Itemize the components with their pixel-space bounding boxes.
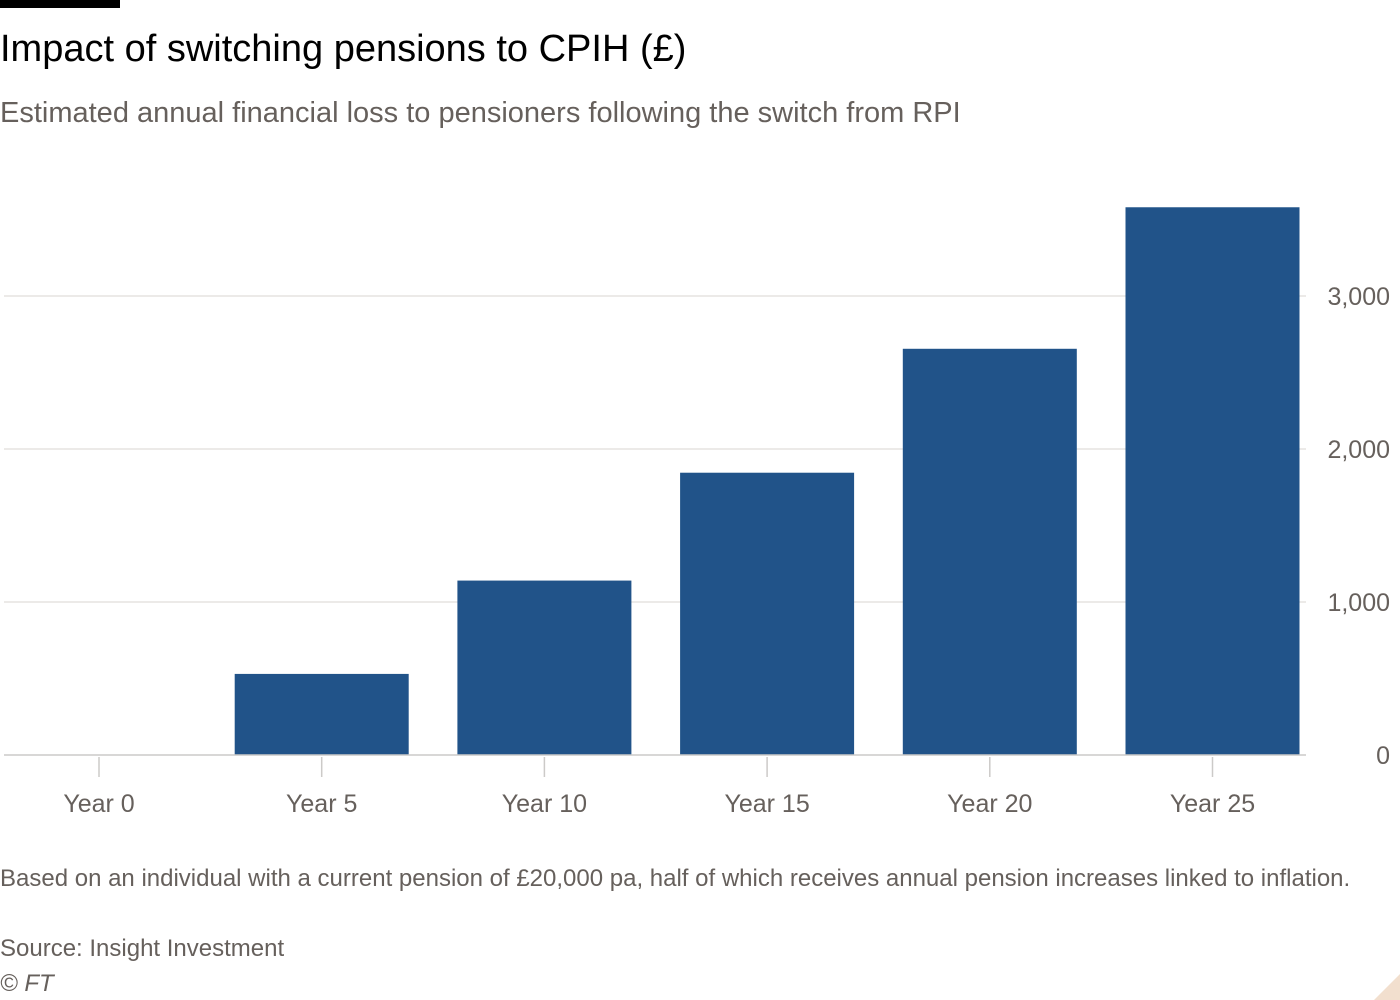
- y-tick-label: 1,000: [1327, 589, 1390, 617]
- source-note: Source: Insight Investment: [0, 935, 285, 962]
- y-tick-label: 0: [1376, 742, 1390, 770]
- bars: [234, 207, 1300, 755]
- footnote: Based on an individual with a current pe…: [0, 865, 1351, 892]
- x-tick-label: Year 5: [286, 790, 357, 818]
- x-tick-label: Year 20: [947, 790, 1032, 818]
- x-tick-label: Year 25: [1170, 790, 1255, 818]
- y-tick-label: 3,000: [1327, 283, 1390, 311]
- copyright: © FT: [0, 970, 54, 997]
- axes: 0 1,000 2,000 3,000 Year 0 Year 5 Year 10 Year …: [4, 283, 1390, 818]
- bar: [902, 348, 1077, 755]
- top-rule: [0, 0, 120, 8]
- chart-subtitle: Estimated annual financial loss to pensi…: [0, 97, 961, 129]
- x-tick-label: Year 0: [63, 790, 134, 818]
- chart-title: Impact of switching pensions to CPIH (£): [0, 28, 687, 70]
- gridlines: [4, 295, 1306, 603]
- bar: [680, 472, 855, 755]
- bar-chart: 0 1,000 2,000 3,000 Year 0 Year 5 Year 10 Year …: [4, 207, 1390, 818]
- bar: [457, 580, 632, 755]
- bar: [1125, 207, 1300, 755]
- x-tick-label: Year 10: [502, 790, 587, 818]
- y-tick-label: 2,000: [1327, 436, 1390, 464]
- bar: [234, 673, 409, 755]
- corner-mark: [1374, 974, 1400, 1000]
- x-tick-label: Year 15: [724, 790, 809, 818]
